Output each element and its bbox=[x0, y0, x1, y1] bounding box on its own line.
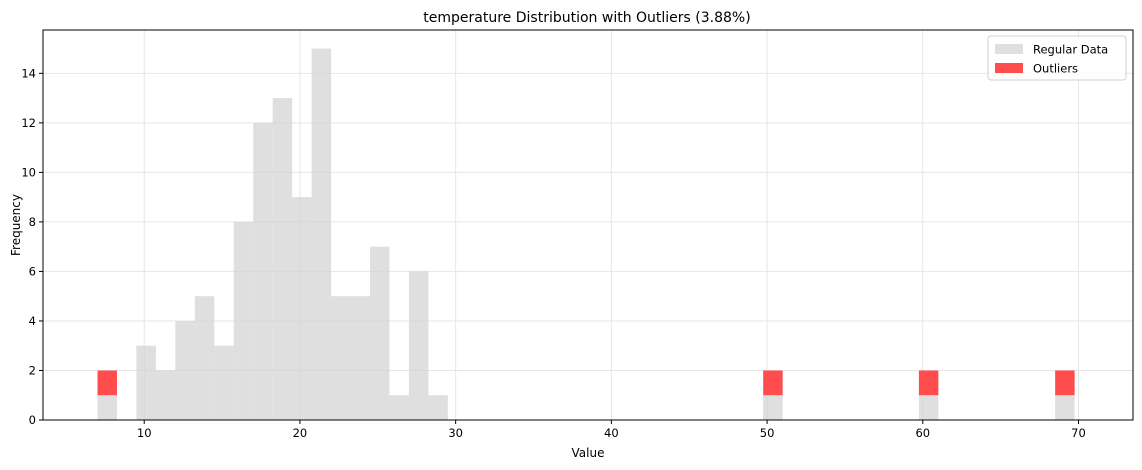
y-tick-label: 10 bbox=[21, 165, 36, 179]
x-axis-ticks: 10 20 30 40 50 60 70 bbox=[137, 420, 1086, 440]
bar-regular-data bbox=[331, 296, 351, 420]
chart-title: temperature Distribution with Outliers (… bbox=[423, 10, 750, 26]
bar-regular-data bbox=[370, 246, 390, 420]
bar-regular-data bbox=[292, 197, 312, 420]
bar-regular-data bbox=[350, 296, 370, 420]
chart-legend: Regular Data Outliers bbox=[987, 35, 1127, 81]
bar-regular-data bbox=[194, 296, 215, 420]
bar-outlier bbox=[97, 370, 117, 396]
bar-regular-data bbox=[408, 271, 429, 420]
legend-label-outliers: Outliers bbox=[1033, 62, 1078, 76]
bar-regular-data bbox=[428, 395, 448, 420]
legend-swatch-outliers bbox=[995, 63, 1023, 73]
bar-regular-data bbox=[175, 320, 195, 420]
x-tick-label: 30 bbox=[448, 426, 463, 440]
bar-regular-data bbox=[311, 48, 332, 420]
bar-regular-data bbox=[97, 395, 117, 420]
bar-regular-data bbox=[763, 395, 783, 420]
bar-regular-data bbox=[214, 345, 234, 420]
y-axis-label: Frequency bbox=[9, 194, 23, 256]
bar-regular-data bbox=[272, 98, 293, 420]
y-tick-label: 4 bbox=[29, 314, 36, 328]
legend-swatch-regular-data bbox=[995, 44, 1023, 54]
legend-label-regular-data: Regular Data bbox=[1033, 43, 1108, 57]
x-tick-label: 40 bbox=[604, 426, 619, 440]
y-axis-ticks: 0 2 4 6 8 10 12 14 bbox=[21, 66, 43, 427]
grid-lines bbox=[43, 30, 1133, 421]
y-tick-label: 2 bbox=[29, 363, 36, 377]
x-tick-label: 20 bbox=[293, 426, 308, 440]
y-tick-label: 8 bbox=[29, 215, 36, 229]
x-tick-label: 70 bbox=[1071, 426, 1086, 440]
bar-regular-data bbox=[155, 370, 176, 420]
bar-outlier bbox=[918, 370, 939, 396]
x-tick-label: 10 bbox=[137, 426, 152, 440]
y-tick-label: 12 bbox=[21, 116, 36, 130]
plot-area-frame bbox=[42, 29, 1134, 421]
bar-regular-data bbox=[253, 122, 273, 420]
y-tick-label: 6 bbox=[29, 264, 36, 278]
bar-regular-data bbox=[233, 221, 254, 420]
y-tick-label: 0 bbox=[29, 413, 36, 427]
bar-outlier bbox=[763, 370, 783, 396]
histogram-bars bbox=[97, 48, 1075, 420]
x-tick-label: 60 bbox=[915, 426, 930, 440]
bar-regular-data bbox=[1055, 395, 1075, 420]
bar-outlier bbox=[1055, 370, 1075, 396]
x-tick-label: 50 bbox=[760, 426, 775, 440]
bar-regular-data bbox=[918, 395, 939, 420]
y-tick-label: 14 bbox=[21, 66, 36, 80]
bar-regular-data bbox=[136, 345, 156, 420]
x-axis-label: Value bbox=[572, 446, 605, 460]
bar-regular-data bbox=[389, 395, 409, 420]
